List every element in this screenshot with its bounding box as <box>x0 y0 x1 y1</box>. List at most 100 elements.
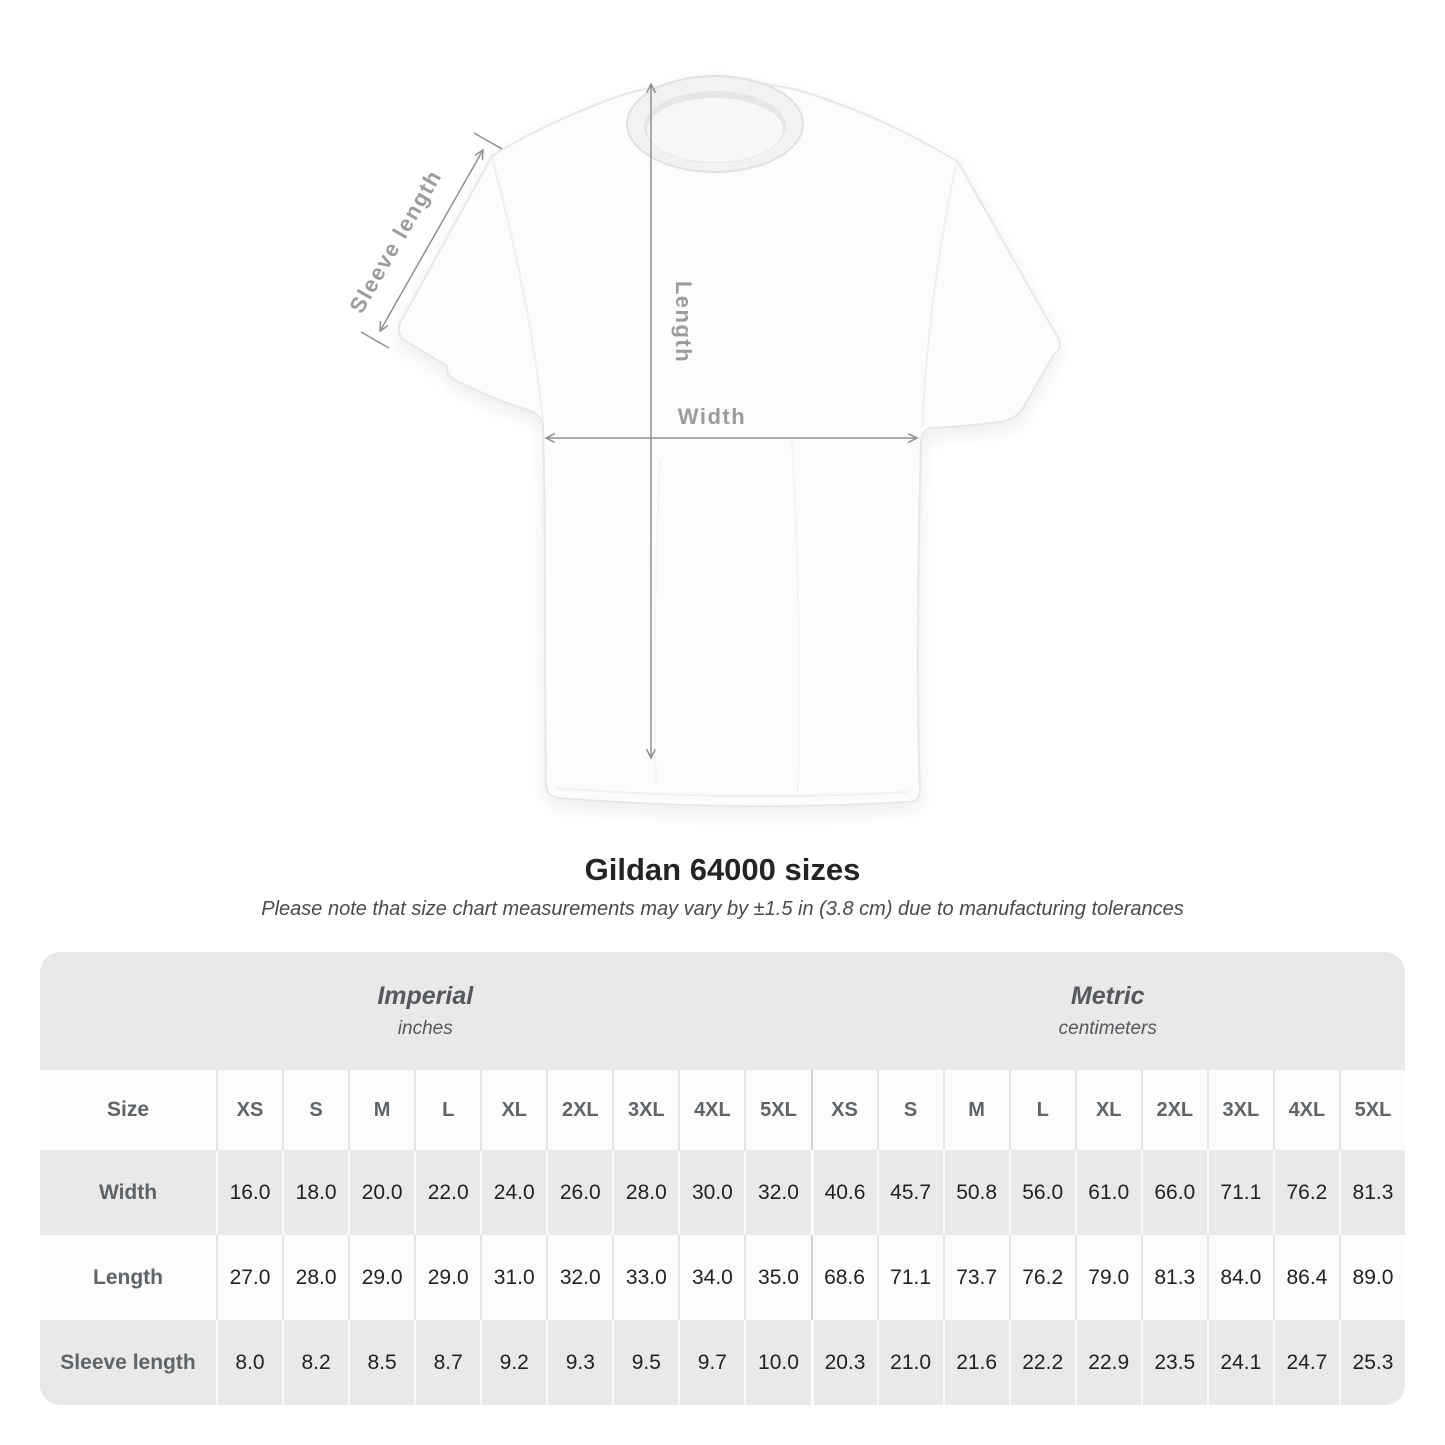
table-cell: 29.0 <box>348 1235 414 1320</box>
table-cell: 10.0 <box>744 1320 810 1405</box>
unit-header-row: Imperial inches Metric centimeters <box>40 952 1405 1070</box>
row-label-width: Width <box>98 1180 158 1204</box>
table-cell: 16.0 <box>216 1150 282 1235</box>
table-row-length: Length 27.0 28.0 29.0 29.0 31.0 32.0 33.0 34.0 3… <box>40 1235 1405 1320</box>
table-cell: 18.0 <box>282 1150 348 1235</box>
unit-header-metric: Metric centimeters <box>811 952 1406 1070</box>
table-cell: 8.0 <box>216 1320 282 1405</box>
collar <box>626 75 804 173</box>
shirt-measurement-diagram: Length Width Sleeve length <box>344 75 1061 808</box>
table-cell: 21.6 <box>942 1320 1009 1405</box>
table-cell: 50.8 <box>942 1150 1009 1235</box>
row-label-sleeve-length: Sleeve length <box>60 1350 196 1374</box>
page-title: Gildan 64000 sizes <box>584 852 861 887</box>
size-col-header: XL <box>480 1070 546 1150</box>
size-col-header: 2XL <box>546 1070 612 1150</box>
table-cell: 24.7 <box>1272 1320 1339 1405</box>
table-cell: 32.0 <box>546 1235 612 1320</box>
table-cell: 21.0 <box>876 1320 943 1405</box>
size-header-row: Size XS S M L XL 2XL 3XL 4XL 5XL XS S M L XL 2XL 3XL 4XL… <box>40 1070 1405 1150</box>
table-cell: 9.3 <box>546 1320 612 1405</box>
size-col-header: 4XL <box>1272 1070 1339 1150</box>
table-cell: 20.3 <box>810 1320 877 1405</box>
table-row-width: Width 16.0 18.0 20.0 22.0 24.0 26.0 28.0 30.0 32… <box>40 1150 1405 1235</box>
table-cell: 76.2 <box>1008 1235 1075 1320</box>
table-cell: 35.0 <box>744 1235 810 1320</box>
size-col-header: 3XL <box>1206 1070 1273 1150</box>
table-cell: 22.2 <box>1008 1320 1075 1405</box>
size-header-label: Size <box>106 1098 150 1121</box>
fabric-creases <box>491 157 957 798</box>
measurement-arrows <box>360 84 917 758</box>
table-cell: 84.0 <box>1206 1235 1273 1320</box>
table-cell: 66.0 <box>1140 1150 1207 1235</box>
unit-header-imperial: Imperial inches <box>40 952 811 1070</box>
size-col-header: 4XL <box>678 1070 744 1150</box>
size-col-header: L <box>414 1070 480 1150</box>
table-cell: 24.0 <box>480 1150 546 1235</box>
table-cell: 86.4 <box>1272 1235 1339 1320</box>
table-cell: 32.0 <box>744 1150 810 1235</box>
row-label-length: Length <box>93 1265 163 1289</box>
size-col-header: XS <box>216 1070 282 1150</box>
table-cell: 20.0 <box>348 1150 414 1235</box>
table-cell: 81.3 <box>1140 1235 1207 1320</box>
metric-label: Metric <box>1070 982 1145 1010</box>
table-cell: 71.1 <box>1206 1150 1273 1235</box>
table-cell: 22.9 <box>1074 1320 1141 1405</box>
table-cell: 22.0 <box>414 1150 480 1235</box>
size-col-header: XL <box>1074 1070 1141 1150</box>
table-cell: 9.2 <box>480 1320 546 1405</box>
table-cell: 33.0 <box>612 1235 678 1320</box>
table-cell: 73.7 <box>942 1235 1009 1320</box>
size-col-header: S <box>282 1070 348 1150</box>
tshirt-illustration: Length Width Sleeve length <box>344 75 1061 808</box>
sleeve-arrow-tick-top <box>473 132 503 150</box>
size-col-header: M <box>348 1070 414 1150</box>
table-cell: 8.7 <box>414 1320 480 1405</box>
tshirt-body <box>397 75 1061 808</box>
sleeve-length-arrow <box>380 150 483 331</box>
table-cell: 89.0 <box>1338 1235 1405 1320</box>
table-cell: 81.3 <box>1338 1150 1405 1235</box>
table-cell: 71.1 <box>876 1235 943 1320</box>
table-cell: 28.0 <box>612 1150 678 1235</box>
table-cell: 61.0 <box>1074 1150 1141 1235</box>
length-label: Length <box>671 281 696 363</box>
table-cell: 23.5 <box>1140 1320 1207 1405</box>
table-cell: 9.7 <box>678 1320 744 1405</box>
table-cell: 27.0 <box>216 1235 282 1320</box>
size-table: Imperial inches Metric centimeters Size … <box>40 952 1405 1405</box>
table-cell: 79.0 <box>1074 1235 1141 1320</box>
metric-unit: centimeters <box>1058 1018 1157 1039</box>
sleeve-arrow-tick-bottom <box>360 331 390 349</box>
size-col-header: 5XL <box>1338 1070 1405 1150</box>
table-cell: 68.6 <box>810 1235 877 1320</box>
table-cell: 24.1 <box>1206 1320 1273 1405</box>
table-cell: 34.0 <box>678 1235 744 1320</box>
table-cell: 45.7 <box>876 1150 943 1235</box>
tolerance-note: Please note that size chart measurements… <box>261 898 1184 920</box>
table-cell: 28.0 <box>282 1235 348 1320</box>
table-cell: 8.2 <box>282 1320 348 1405</box>
imperial-unit: inches <box>397 1018 453 1039</box>
imperial-label: Imperial <box>377 982 474 1010</box>
table-cell: 26.0 <box>546 1150 612 1235</box>
table-row-sleeve-length: Sleeve length 8.0 8.2 8.5 8.7 9.2 9.3 9.5 9.7 10… <box>40 1320 1405 1405</box>
size-col-header: L <box>1008 1070 1075 1150</box>
width-label: Width <box>678 404 746 429</box>
table-cell: 29.0 <box>414 1235 480 1320</box>
table-cell: 56.0 <box>1008 1150 1075 1235</box>
table-cell: 31.0 <box>480 1235 546 1320</box>
table-cell: 9.5 <box>612 1320 678 1405</box>
table-cell: 76.2 <box>1272 1150 1339 1235</box>
table-cell: 8.5 <box>348 1320 414 1405</box>
table-cell: 30.0 <box>678 1150 744 1235</box>
size-col-header: 3XL <box>612 1070 678 1150</box>
size-col-header: XS <box>810 1070 877 1150</box>
size-col-header: M <box>942 1070 1009 1150</box>
table-cell: 25.3 <box>1338 1320 1405 1405</box>
table-cell: 40.6 <box>810 1150 877 1235</box>
size-col-header: 5XL <box>744 1070 810 1150</box>
